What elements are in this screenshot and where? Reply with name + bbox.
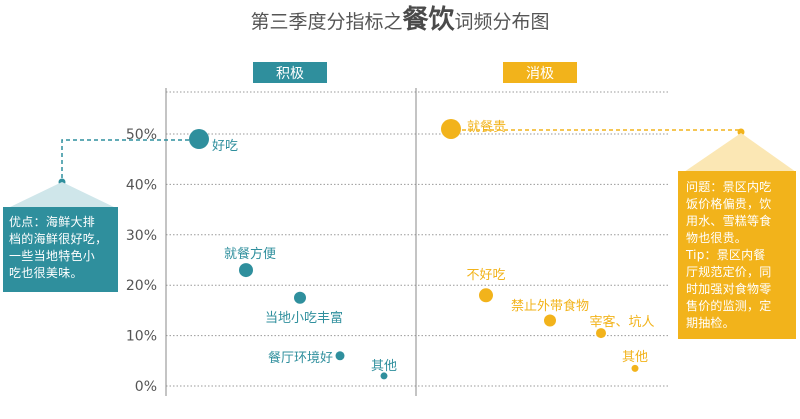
y-axis: 0% 10% 20% 30% 40% 50%: [126, 127, 157, 395]
data-point: [335, 351, 345, 361]
negative-callout-pointer: [684, 133, 796, 172]
callout-line: 档的海鲜很好吃，: [9, 232, 108, 246]
chart-panels: 积极好吃就餐方便当地小吃丰富餐厅环境好其他消极就餐贵不好吃禁止外带食物宰客、坑人…: [189, 62, 655, 380]
callout-line: 问题：景区内吃: [686, 180, 772, 194]
callout-line: 一些当地特色小: [9, 249, 96, 263]
data-label: 当地小吃丰富: [265, 310, 343, 326]
callout-line: 售价的监测，定: [686, 299, 772, 313]
connector-dot: [737, 128, 745, 136]
data-point: [189, 129, 209, 150]
chart-title-prefix: 第三季度分指标之: [250, 11, 402, 33]
panel-header-label: 积极: [276, 66, 304, 82]
callout-line: 厅规范定价，同: [686, 265, 772, 279]
y-tick-label: 0%: [135, 379, 157, 395]
callout-connectors: [8, 128, 796, 208]
callout-line: 用水、雪糕等食: [686, 214, 772, 228]
data-point: [544, 314, 556, 327]
callout-line: 饭价格偏贵，饮: [686, 197, 772, 211]
positive-callout-pointer: [8, 182, 116, 208]
negative-summary-callout: 问题：景区内吃 饭价格偏贵，饮 用水、雪糕等食 物也很贵。 Tip：景区内餐 厅…: [678, 171, 796, 339]
callout-line: 时加强对食物零: [686, 282, 772, 296]
y-tick-label: 10%: [126, 329, 157, 345]
data-point: [596, 328, 606, 339]
data-label: 宰客、坑人: [589, 314, 654, 330]
callout-line: 物也很贵。: [686, 231, 748, 245]
data-label: 不好吃: [466, 267, 505, 283]
positive-connector: [61, 139, 189, 181]
y-tick-label: 50%: [126, 127, 157, 143]
chart-title-suffix: 词频分布图: [455, 11, 550, 33]
data-point: [380, 372, 388, 380]
data-label: 其他: [622, 350, 648, 365]
panel-header-label: 消极: [526, 66, 554, 82]
data-label: 好吃: [212, 138, 238, 154]
data-point: [441, 118, 461, 139]
callout-line: 优点：海鲜大排: [9, 215, 96, 229]
y-tick-label: 30%: [126, 228, 157, 244]
callout-line: 吃也很美味。: [9, 266, 83, 280]
panel-header-badge: [503, 62, 577, 83]
data-label: 其他: [371, 359, 397, 374]
chart-title-highlight: 餐饮: [402, 5, 455, 35]
panel-header-badge: [253, 62, 327, 83]
callout-line: Tip：景区内餐: [686, 248, 766, 262]
data-point: [294, 291, 306, 304]
data-label: 餐厅环境好: [268, 350, 333, 366]
data-label: 禁止外带食物: [511, 298, 589, 314]
data-label: 就餐贵: [467, 119, 506, 135]
data-point: [479, 288, 493, 303]
data-label: 就餐方便: [224, 246, 276, 262]
positive-summary-callout: 优点：海鲜大排 档的海鲜很好吃， 一些当地特色小 吃也很美味。: [3, 207, 118, 292]
callout-line: 期抽检。: [686, 316, 735, 330]
chart-title: 第三季度分指标之餐饮词频分布图: [250, 5, 549, 35]
grid-lines: [165, 88, 668, 396]
data-point: [239, 263, 253, 278]
y-tick-label: 20%: [126, 278, 157, 294]
y-tick-label: 40%: [126, 177, 157, 193]
data-point: [631, 364, 639, 372]
